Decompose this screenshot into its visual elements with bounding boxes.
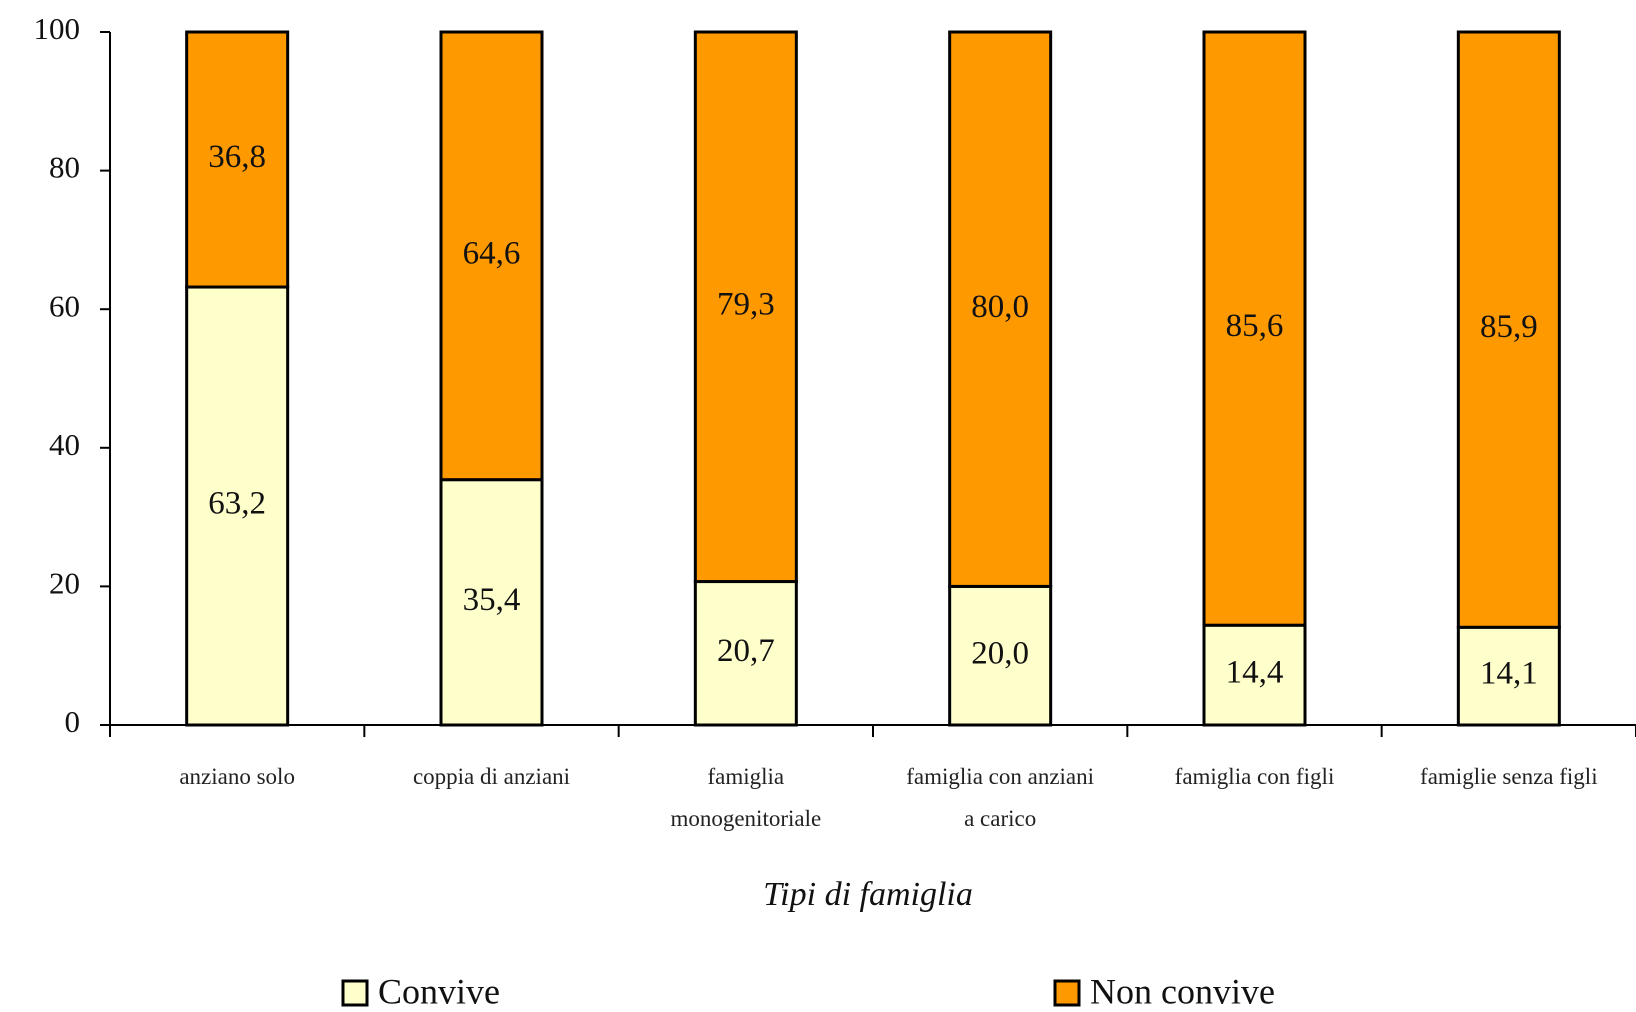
x-tick-label: famiglia con anziani a carico [906,764,1095,831]
bar-segment [439,478,544,727]
bar-segment [439,30,544,482]
bar-segment [948,30,1053,588]
legend-swatch [341,979,369,1007]
bar-segment [185,285,290,727]
bar-segment [693,580,798,727]
bar-segment [185,30,290,289]
value-label: 63,2 [208,486,266,522]
y-tick-label: 60 [49,288,80,323]
bar-segment [1456,30,1561,629]
legend-swatch [1053,979,1081,1007]
value-label: 85,6 [1226,308,1284,344]
bar-segment [1202,623,1307,727]
value-label: 20,7 [717,633,775,669]
y-tick-label: 80 [49,150,80,185]
value-label: 80,0 [971,289,1029,325]
x-tick-label: anziano solo [179,764,295,789]
bar-segment [1202,30,1307,627]
y-tick-label: 40 [49,427,80,462]
value-label: 64,6 [463,235,521,271]
x-tick-label: famiglia monogenitoriale [670,764,822,831]
bar-segment [693,30,798,584]
x-tick-label: coppia di anziani [412,764,571,789]
value-label: 14,4 [1226,655,1284,691]
y-tick-label: 100 [34,11,81,46]
x-axis-title: Tipi di famiglia [763,876,973,913]
x-tick-label: famiglie senza figli [1420,764,1598,789]
value-label: 85,9 [1480,309,1538,345]
x-tick-label: famiglia con figli [1174,764,1335,789]
value-label: 35,4 [463,582,521,618]
value-label: 14,1 [1480,656,1538,692]
y-tick-label: 20 [49,566,80,601]
value-label: 36,8 [208,139,266,175]
legend-label: Non convive [1090,971,1275,1011]
bar-segment [948,584,1053,727]
y-tick-label: 0 [65,704,81,739]
legend-label: Convive [378,971,500,1011]
value-label: 79,3 [717,286,775,322]
value-label: 20,0 [971,635,1029,671]
